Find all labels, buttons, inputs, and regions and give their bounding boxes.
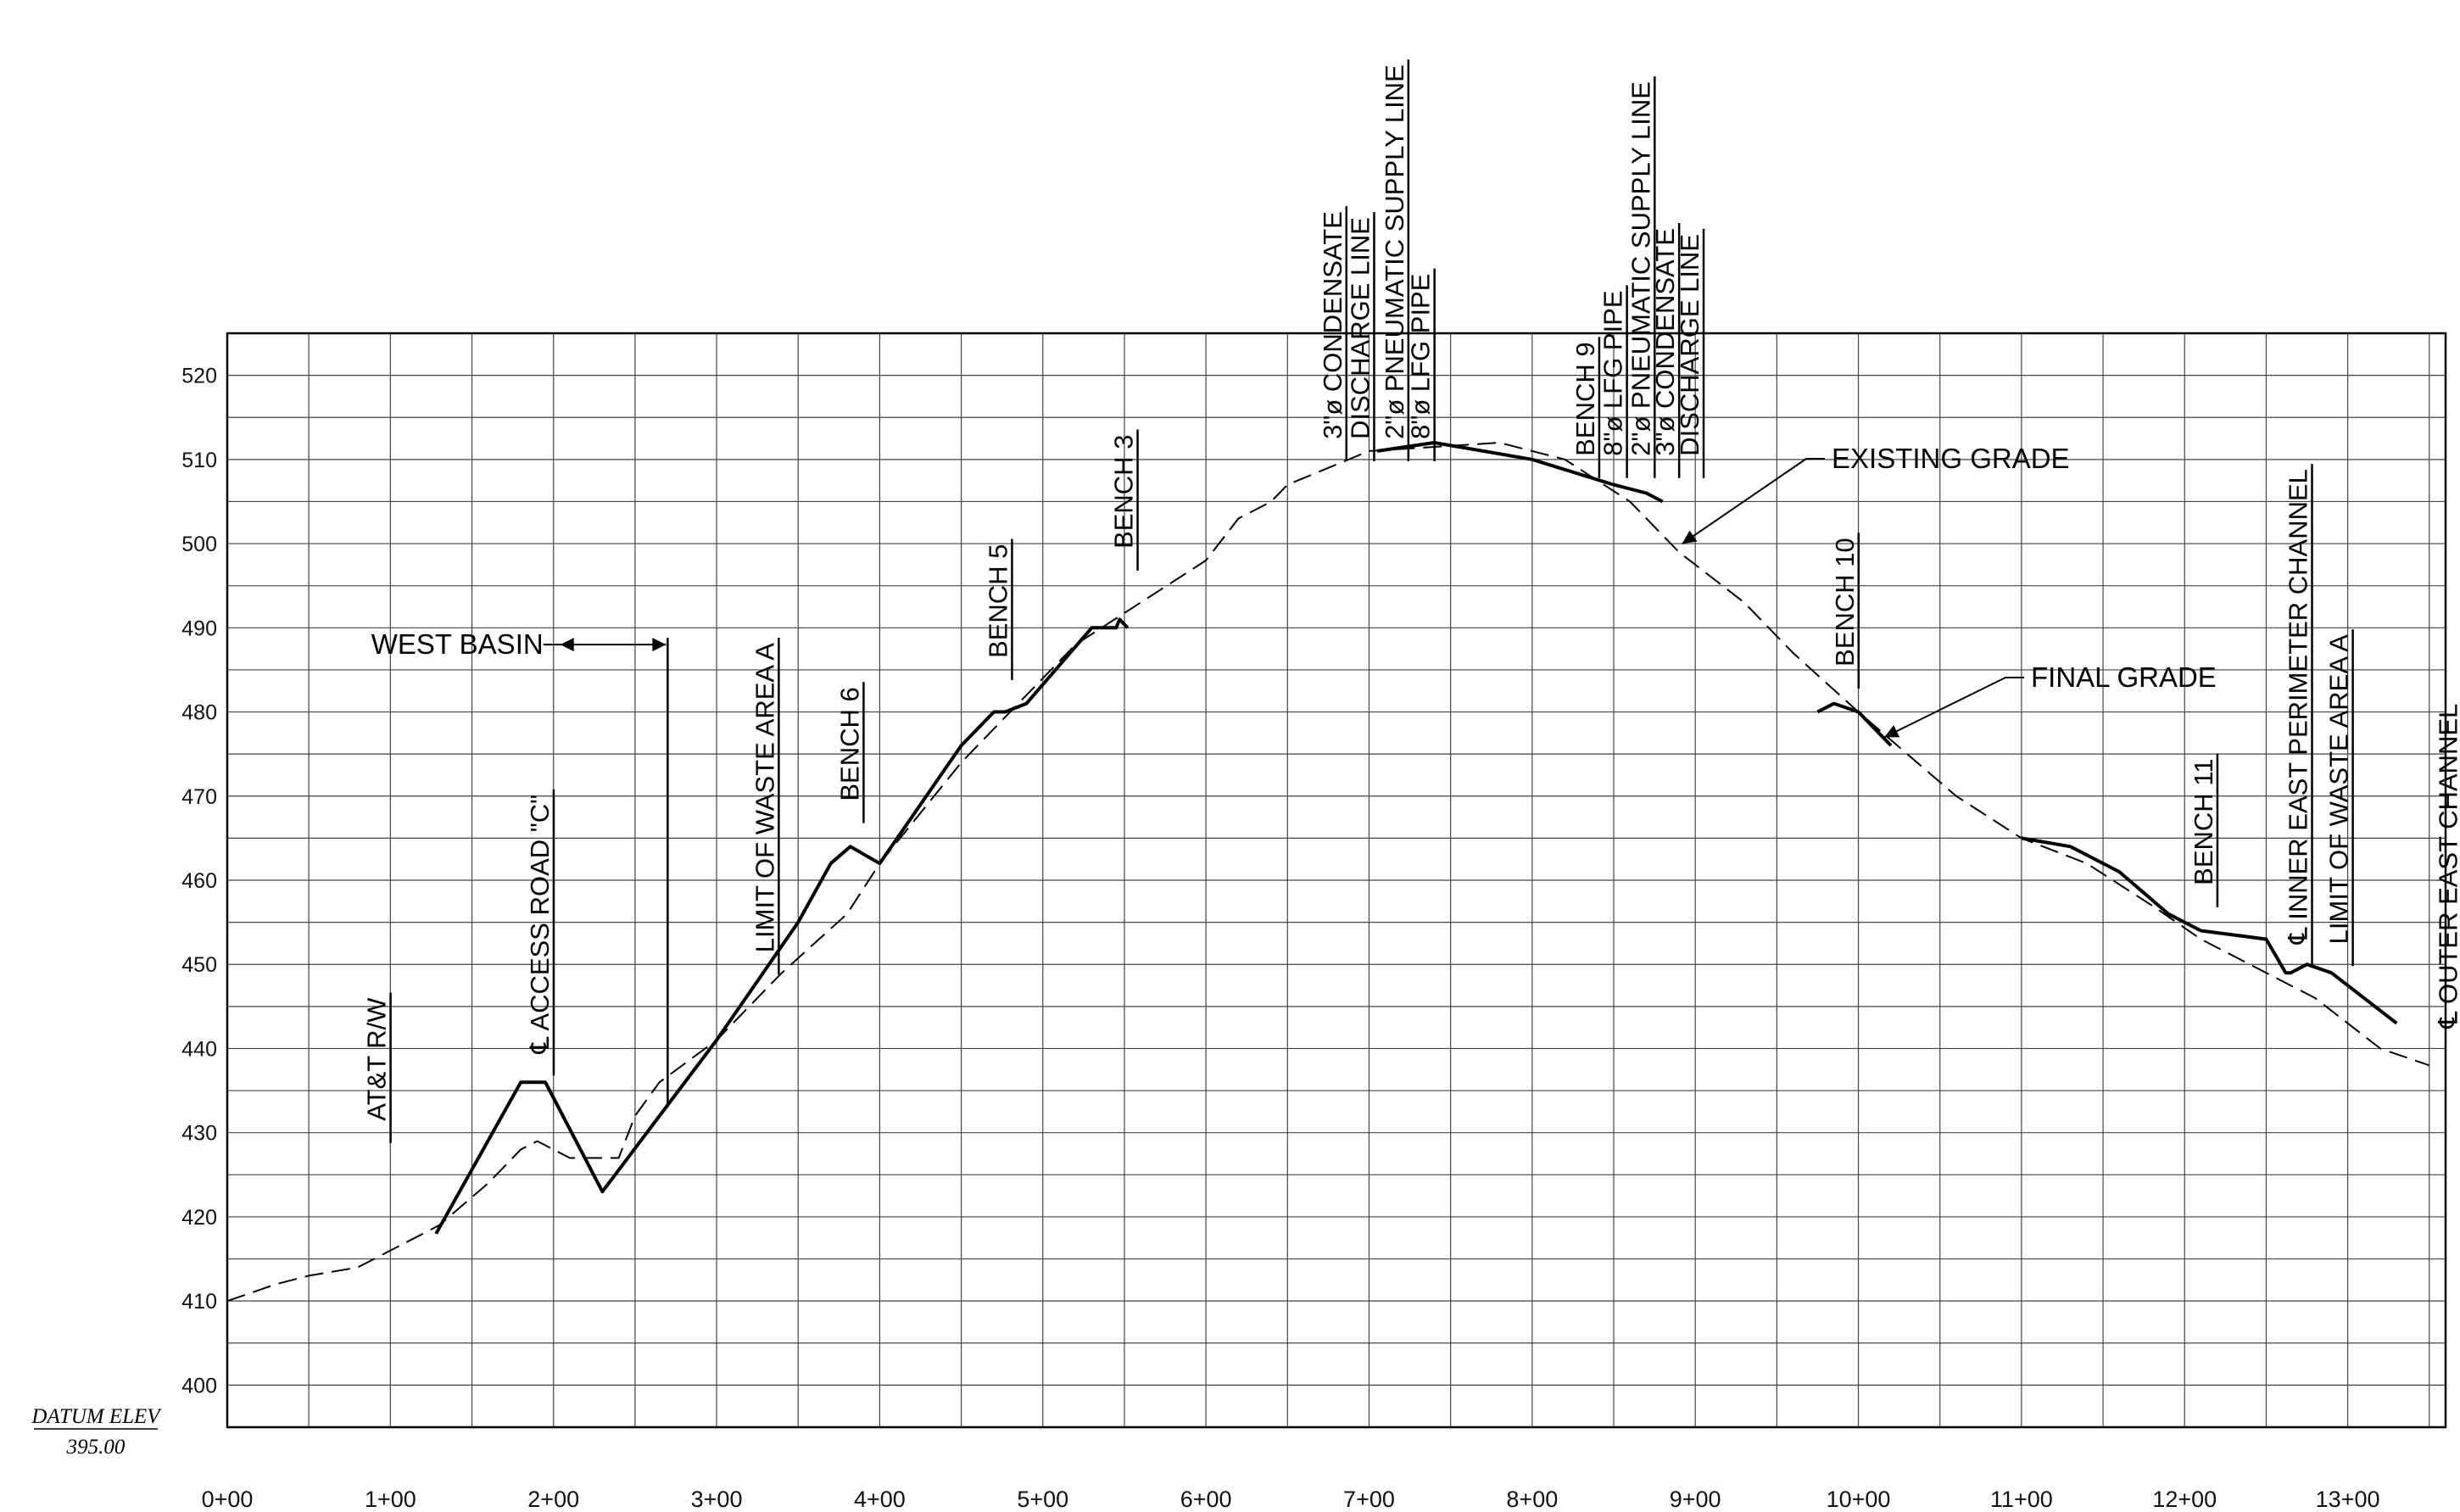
station-label: BENCH 3 [1109, 429, 1139, 571]
x-tick-label: 9+00 [1670, 1487, 1721, 1512]
grade-lines [226, 441, 2430, 1303]
west-basin-annotation: WEST BASIN [371, 628, 669, 1107]
y-tick-label: 520 [181, 365, 217, 388]
station-label-text: ℄ INNER EAST PERIMETER CHANNEL [2284, 469, 2313, 945]
station-label-text: DISCHARGE LINE [1675, 234, 1704, 456]
y-tick-label: 500 [181, 533, 217, 556]
x-tick-label: 10+00 [1827, 1487, 1891, 1512]
y-tick-label: 410 [181, 1290, 217, 1314]
y-tick-label: 470 [181, 785, 217, 809]
y-tick-label: 430 [181, 1122, 217, 1146]
station-label-text: ℄ OUTER EAST CHANNEL [2433, 704, 2460, 1029]
x-tick-label: 6+00 [1180, 1487, 1232, 1512]
station-label: BENCH 10 [1830, 533, 1860, 689]
station-label: 2"ø PNEUMATIC SUPPLY LINE [1380, 59, 1410, 461]
station-label-text: BENCH 9 [1570, 342, 1600, 455]
existing-grade-line [226, 442, 2430, 1303]
callout: FINAL GRADE [1883, 661, 2217, 739]
station-label: ℄ INNER EAST PERIMETER CHANNEL [2284, 464, 2313, 967]
x-tick-label: 11+00 [1990, 1487, 2053, 1512]
datum-value: 395.00 [66, 1436, 126, 1459]
station-label-text: BENCH 10 [1830, 538, 1860, 667]
plot-frame [226, 332, 2447, 1429]
callout-leader [1682, 458, 1807, 544]
annotations: WEST BASIN [371, 628, 669, 1107]
station-label-text: 3"ø CONDENSATE [1650, 228, 1680, 456]
final-grade-line [2021, 836, 2398, 1025]
station-label: 3"ø CONDENSATE [1650, 222, 1681, 478]
y-tick-label: 460 [181, 869, 217, 893]
datum-elevation: DATUM ELEV 395.00 [31, 1405, 162, 1459]
station-label-text: DISCHARGE LINE [1345, 217, 1375, 439]
y-tick-label: 440 [181, 1037, 217, 1061]
final-grade-line [434, 617, 1130, 1235]
annotation-text: WEST BASIN [371, 628, 544, 660]
station-label: 2"ø PNEUMATIC SUPPLY LINE [1626, 76, 1656, 478]
final-grade-line [1816, 701, 1893, 747]
station-label-text: BENCH 6 [834, 687, 864, 801]
callout-leader [1883, 677, 2006, 739]
station-label-text: 3"ø CONDENSATE [1318, 211, 1347, 439]
station-label: BENCH 5 [983, 538, 1013, 680]
station-label: DISCHARGE LINE [1345, 212, 1375, 461]
station-label-text: BENCH 11 [2189, 759, 2218, 885]
callout-text: EXISTING GRADE [1832, 443, 2070, 474]
station-label: LIMIT OF WASTE AREA A [750, 638, 780, 975]
y-tick-label: 480 [181, 701, 217, 725]
station-label-text: ℄ ACCESS ROAD "C" [525, 795, 555, 1054]
x-tick-label: 8+00 [1506, 1487, 1558, 1512]
x-tick-label: 4+00 [854, 1487, 906, 1512]
y-tick-label: 510 [181, 449, 217, 472]
station-label: AT&T R/W [362, 992, 392, 1143]
station-label-text: BENCH 3 [1109, 435, 1139, 549]
x-axis-tick-labels: 0+00 1+00 2+00 3+00 4+00 5+00 6+00 7+00 8+00 9+00… [202, 1487, 2380, 1512]
datum-label: DATUM ELEV [31, 1405, 162, 1428]
y-axis-tick-labels: 400 410 420 430 440 450 460 470 480 490 500 510 520 [181, 365, 217, 1398]
station-label: 3"ø CONDENSATE [1318, 206, 1348, 461]
x-tick-label: 0+00 [202, 1487, 254, 1512]
callouts: EXISTING GRADE FINAL GRADE [1682, 443, 2217, 739]
y-tick-label: 400 [181, 1374, 217, 1398]
station-label: BENCH 6 [834, 682, 865, 823]
station-label-text: 2"ø PNEUMATIC SUPPLY LINE [1626, 81, 1655, 456]
station-label: LIMIT OF WASTE AREA A [2324, 629, 2354, 967]
x-tick-label: 7+00 [1343, 1487, 1395, 1512]
station-label-text: 2"ø PNEUMATIC SUPPLY LINE [1380, 64, 1409, 439]
station-label: BENCH 11 [2189, 753, 2219, 907]
station-label-text: AT&T R/W [362, 997, 392, 1121]
station-label: ℄ OUTER EAST CHANNEL [2433, 704, 2460, 1029]
callout-text: FINAL GRADE [2031, 661, 2217, 693]
x-tick-label: 13+00 [2316, 1487, 2380, 1512]
y-tick-label: 420 [181, 1206, 217, 1230]
station-markers: AT&T R/W ℄ ACCESS ROAD "C" LIMIT OF WASTE … [362, 59, 2460, 1143]
station-label-text: 8"ø LFG PIPE [1406, 274, 1436, 439]
station-label-text: 8"ø LFG PIPE [1598, 290, 1628, 455]
y-tick-label: 450 [181, 953, 217, 977]
grid-lines [227, 333, 2446, 1427]
callout: EXISTING GRADE [1682, 443, 2070, 544]
station-label: ℄ ACCESS ROAD "C" [525, 789, 555, 1076]
station-label-text: LIMIT OF WASTE AREA A [2324, 634, 2354, 945]
station-label: BENCH 9 [1570, 337, 1601, 478]
x-tick-label: 5+00 [1017, 1487, 1068, 1512]
station-label: 8"ø LFG PIPE [1406, 268, 1436, 461]
x-tick-label: 1+00 [365, 1487, 416, 1512]
y-tick-label: 490 [181, 617, 217, 640]
station-label: 8"ø LFG PIPE [1598, 285, 1628, 478]
x-tick-label: 3+00 [691, 1487, 743, 1512]
x-tick-label: 2+00 [527, 1487, 579, 1512]
x-tick-label: 12+00 [2152, 1487, 2217, 1512]
final-grade-line [1376, 441, 1664, 504]
station-label-text: BENCH 5 [983, 544, 1012, 658]
station-label-text: LIMIT OF WASTE AREA A [750, 643, 779, 953]
station-label: DISCHARGE LINE [1675, 228, 1705, 478]
